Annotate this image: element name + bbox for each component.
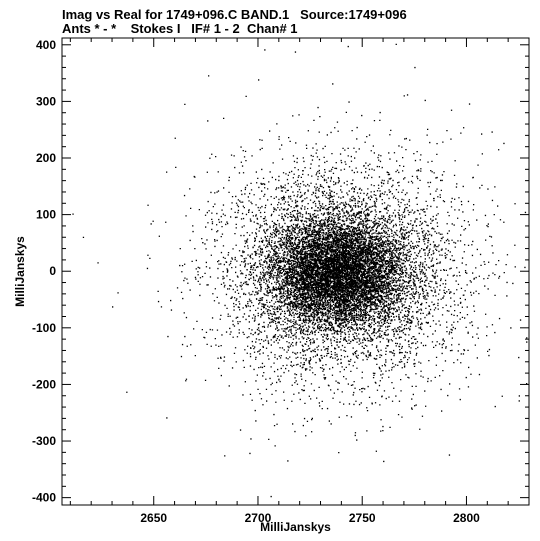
y-tick-label: -400 <box>32 491 56 505</box>
data-points <box>72 43 528 498</box>
chart-subtitle: Ants * - * Stokes I IF# 1 - 2 Chan# 1 <box>62 21 298 36</box>
tick-labels-layer: 2650 2700 2750 2800 -400 -300 -200 -100 0 100 200 3… <box>32 38 480 525</box>
y-tick-label: -100 <box>32 321 56 335</box>
x-axis-label: MilliJanskys <box>260 520 331 534</box>
y-tick-label: 200 <box>36 151 56 165</box>
chart-title: Imag vs Real for 1749+096.C BAND.1 Sourc… <box>62 7 407 22</box>
y-tick-label: -200 <box>32 377 56 391</box>
y-tick-label: 0 <box>49 264 56 278</box>
axis-ticks-layer <box>62 38 530 505</box>
x-tick-label: 2650 <box>140 511 167 525</box>
x-tick-label: 2800 <box>453 511 480 525</box>
data-points-layer <box>72 43 528 498</box>
y-tick-label: 400 <box>36 38 56 52</box>
y-tick-label: 100 <box>36 208 56 222</box>
y-axis-label: MilliJanskys <box>13 236 27 307</box>
x-tick-label: 2750 <box>349 511 376 525</box>
x-tick-label: 2700 <box>245 511 272 525</box>
y-tick-label: 300 <box>36 94 56 108</box>
y-tick-label: -300 <box>32 434 56 448</box>
